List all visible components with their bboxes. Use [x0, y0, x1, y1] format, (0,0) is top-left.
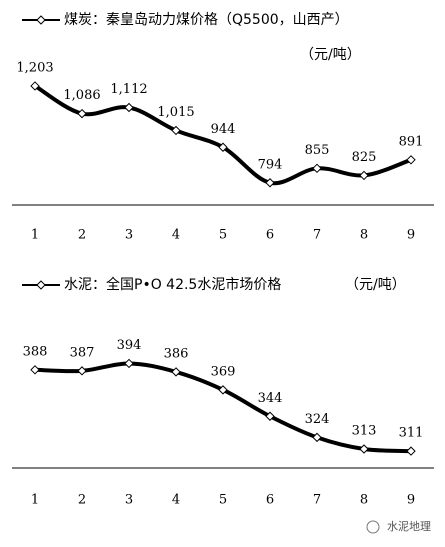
data-label: 324: [305, 412, 330, 427]
x-tick-label: 7: [313, 493, 321, 508]
x-tick-label: 8: [360, 493, 368, 508]
watermark-icon: [366, 520, 380, 534]
data-label: 369: [211, 364, 236, 379]
data-label: 1,112: [110, 82, 147, 97]
unit-label: （元/吨）: [345, 277, 406, 293]
x-tick-label: 4: [172, 228, 180, 243]
point: [406, 446, 416, 456]
data-label: 944: [211, 122, 236, 137]
data-label: 386: [164, 346, 189, 361]
data-label: 794: [258, 157, 283, 172]
data-label: 825: [352, 150, 377, 165]
x-tick-label: 3: [125, 228, 133, 243]
point: [30, 81, 40, 91]
point: [312, 163, 322, 174]
point: [406, 155, 416, 165]
x-tick-label: 2: [78, 228, 86, 243]
x-tick-label: 6: [266, 493, 274, 508]
x-tick-label: 8: [360, 228, 368, 243]
data-label: 387: [70, 345, 95, 360]
legend-label: 水泥：全国P•O 42.5水泥市场价格: [64, 276, 281, 293]
data-label: 891: [399, 134, 424, 149]
point: [77, 108, 87, 119]
point: [265, 178, 275, 188]
point: [218, 142, 228, 152]
point: [124, 102, 134, 113]
point: [359, 170, 369, 181]
point: [124, 358, 134, 369]
point: [312, 432, 322, 443]
legend-label: 煤炭：秦皇岛动力煤价格（Q5500，山西产）: [64, 12, 349, 28]
data-label: 1,086: [63, 88, 100, 103]
data-label: 394: [117, 338, 142, 353]
point: [359, 444, 369, 454]
point: [171, 367, 181, 377]
x-tick-label: 6: [266, 228, 274, 243]
legend-marker: [36, 15, 46, 25]
point: [218, 385, 228, 395]
x-tick-label: 4: [172, 493, 180, 508]
x-tick-label: 1: [31, 228, 39, 243]
point: [30, 365, 40, 375]
unit-label: （元/吨）: [300, 47, 361, 63]
data-label: 1,015: [157, 105, 194, 120]
data-label: 388: [23, 344, 48, 359]
x-tick-label: 1: [31, 493, 39, 508]
x-tick-label: 5: [219, 493, 227, 508]
data-label: 1,203: [16, 60, 53, 75]
legend-marker: [36, 280, 46, 290]
x-tick-label: 2: [78, 493, 86, 508]
data-label: 311: [399, 426, 424, 441]
data-label: 855: [305, 143, 330, 158]
data-label: 313: [352, 423, 377, 438]
watermark: 水泥地理: [387, 520, 431, 533]
data-label: 344: [258, 391, 283, 406]
x-tick-label: 3: [125, 493, 133, 508]
point: [265, 411, 275, 421]
point: [171, 125, 181, 136]
x-tick-label: 9: [407, 493, 415, 508]
point: [77, 366, 87, 376]
x-tick-label: 7: [313, 228, 321, 243]
x-tick-label: 9: [407, 228, 415, 243]
x-tick-label: 5: [219, 228, 227, 243]
